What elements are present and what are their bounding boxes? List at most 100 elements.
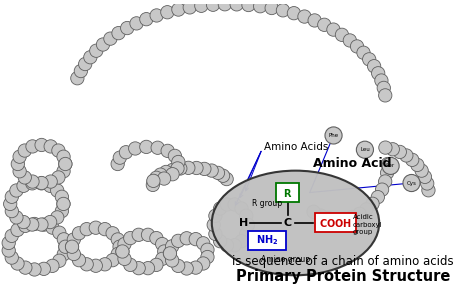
Circle shape bbox=[65, 240, 79, 253]
Circle shape bbox=[5, 190, 18, 203]
Circle shape bbox=[325, 127, 342, 144]
Circle shape bbox=[124, 258, 137, 271]
Circle shape bbox=[53, 226, 66, 239]
Text: Amino Acids: Amino Acids bbox=[264, 142, 328, 152]
Circle shape bbox=[2, 236, 15, 250]
Circle shape bbox=[28, 217, 41, 231]
Circle shape bbox=[44, 140, 57, 153]
Circle shape bbox=[150, 9, 164, 22]
Circle shape bbox=[209, 209, 222, 222]
Circle shape bbox=[353, 207, 366, 220]
Circle shape bbox=[80, 222, 93, 236]
Circle shape bbox=[307, 205, 320, 218]
Circle shape bbox=[161, 6, 174, 19]
Circle shape bbox=[172, 155, 185, 169]
Circle shape bbox=[26, 177, 39, 190]
Circle shape bbox=[230, 0, 243, 11]
Circle shape bbox=[104, 32, 117, 45]
Circle shape bbox=[52, 144, 65, 157]
Circle shape bbox=[327, 23, 340, 36]
Circle shape bbox=[140, 140, 153, 154]
Circle shape bbox=[51, 211, 64, 224]
Circle shape bbox=[89, 221, 102, 234]
Circle shape bbox=[18, 144, 31, 157]
Circle shape bbox=[113, 240, 126, 253]
Circle shape bbox=[265, 1, 278, 15]
Circle shape bbox=[59, 157, 72, 171]
Circle shape bbox=[57, 233, 71, 246]
Circle shape bbox=[218, 0, 231, 11]
Circle shape bbox=[400, 149, 413, 162]
Circle shape bbox=[140, 12, 153, 26]
Circle shape bbox=[422, 184, 435, 197]
Circle shape bbox=[128, 142, 142, 155]
Circle shape bbox=[84, 50, 97, 64]
Circle shape bbox=[356, 141, 374, 158]
Text: Leu: Leu bbox=[360, 147, 370, 152]
Circle shape bbox=[18, 171, 31, 184]
Text: H: H bbox=[238, 218, 248, 228]
Circle shape bbox=[111, 157, 124, 171]
FancyBboxPatch shape bbox=[276, 183, 299, 202]
Circle shape bbox=[235, 202, 248, 215]
Text: Acidic
carboxyl
group: Acidic carboxyl group bbox=[353, 214, 382, 235]
Circle shape bbox=[5, 251, 18, 264]
Circle shape bbox=[241, 218, 255, 231]
Circle shape bbox=[357, 46, 370, 59]
Circle shape bbox=[189, 233, 202, 246]
Text: Primary Protein Structure: Primary Protein Structure bbox=[236, 269, 450, 284]
Circle shape bbox=[213, 235, 227, 248]
Circle shape bbox=[74, 64, 88, 78]
Circle shape bbox=[96, 38, 109, 51]
Circle shape bbox=[159, 165, 173, 179]
Circle shape bbox=[73, 253, 86, 267]
Circle shape bbox=[335, 28, 348, 41]
Circle shape bbox=[150, 231, 163, 245]
Circle shape bbox=[57, 165, 70, 178]
Circle shape bbox=[57, 150, 70, 163]
Circle shape bbox=[35, 218, 48, 231]
Circle shape bbox=[375, 74, 388, 87]
Circle shape bbox=[318, 18, 331, 31]
Circle shape bbox=[363, 53, 376, 66]
Circle shape bbox=[418, 170, 432, 184]
Circle shape bbox=[35, 176, 48, 190]
Circle shape bbox=[2, 244, 15, 257]
Circle shape bbox=[379, 175, 392, 188]
Circle shape bbox=[366, 197, 379, 211]
Circle shape bbox=[381, 166, 394, 180]
Circle shape bbox=[166, 163, 180, 177]
Circle shape bbox=[35, 138, 48, 152]
Circle shape bbox=[183, 1, 196, 14]
Circle shape bbox=[106, 226, 119, 240]
Circle shape bbox=[150, 171, 163, 184]
Circle shape bbox=[197, 237, 210, 250]
Circle shape bbox=[57, 197, 70, 211]
Circle shape bbox=[150, 258, 163, 271]
Circle shape bbox=[314, 209, 328, 222]
Circle shape bbox=[98, 258, 111, 271]
Circle shape bbox=[381, 157, 394, 171]
Circle shape bbox=[13, 150, 26, 163]
Circle shape bbox=[201, 250, 214, 264]
Circle shape bbox=[220, 198, 234, 211]
Circle shape bbox=[79, 57, 92, 71]
Circle shape bbox=[5, 204, 18, 218]
Circle shape bbox=[18, 261, 32, 274]
Circle shape bbox=[410, 158, 424, 172]
Circle shape bbox=[161, 144, 174, 157]
Circle shape bbox=[11, 157, 25, 171]
Circle shape bbox=[371, 191, 384, 204]
Circle shape bbox=[151, 141, 164, 154]
Circle shape bbox=[172, 259, 185, 273]
Circle shape bbox=[360, 203, 373, 216]
Circle shape bbox=[308, 14, 321, 27]
Circle shape bbox=[65, 240, 79, 253]
Circle shape bbox=[111, 247, 124, 261]
Circle shape bbox=[367, 59, 381, 73]
Circle shape bbox=[209, 227, 222, 241]
Circle shape bbox=[26, 140, 39, 153]
Circle shape bbox=[217, 169, 230, 182]
Circle shape bbox=[59, 240, 72, 253]
Circle shape bbox=[154, 168, 167, 181]
